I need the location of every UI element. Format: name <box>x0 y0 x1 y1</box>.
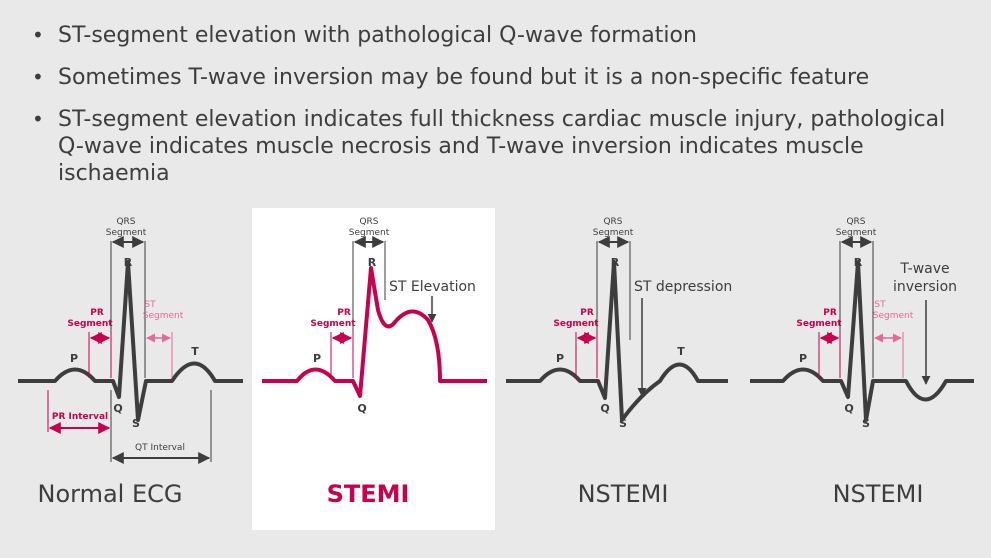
p-wave-label: P <box>70 352 78 365</box>
qt-interval-label: QT Interval <box>135 443 185 453</box>
pr-segment-label: Segment <box>310 319 356 329</box>
qrs-label: QRS <box>603 217 622 227</box>
st-elevation-annotation: ST Elevation <box>389 279 476 295</box>
s-wave-label: S <box>132 417 140 430</box>
st-segment-label: Segment <box>873 311 914 321</box>
bullet-list: ST-segment elevation with pathological Q… <box>30 22 970 202</box>
nstemi-title: NSTEMI <box>832 480 924 508</box>
q-wave-label: Q <box>600 402 609 415</box>
r-wave-label: R <box>124 256 133 269</box>
r-wave-label: R <box>611 256 620 269</box>
qrs-label: QRS <box>846 217 865 227</box>
bullet-item: ST-segment elevation with pathological Q… <box>30 22 970 49</box>
normal-ecg-panel: QRS Segment R P Q S T PR Segment ST Segm… <box>18 217 243 464</box>
nstemi-t-inversion-trace <box>750 260 974 422</box>
q-wave-label: Q <box>357 402 366 415</box>
t-wave-inversion-annotation: inversion <box>893 279 957 295</box>
bullet-item: Sometimes T-wave inversion may be found … <box>30 64 970 91</box>
nstemi-st-depression-panel: QRS Segment R P Q S T PR Segment ST depr… <box>506 217 732 430</box>
t-wave-label: T <box>677 345 685 358</box>
t-wave-label: T <box>191 345 199 358</box>
pr-interval-label: PR Interval <box>52 412 108 422</box>
qrs-label: Segment <box>836 228 877 238</box>
pr-segment-label: PR <box>337 308 351 318</box>
s-wave-label: S <box>619 417 627 430</box>
st-segment-label: ST <box>874 300 886 310</box>
qrs-label: Segment <box>593 228 634 238</box>
stemi-highlight-panel <box>252 208 495 530</box>
st-segment-label: Segment <box>143 311 184 321</box>
bullet-item: ST-segment elevation indicates full thic… <box>30 106 970 187</box>
pr-segment-label: PR <box>823 308 837 318</box>
pr-segment-label: Segment <box>67 319 113 329</box>
qrs-label: QRS <box>116 217 135 227</box>
normal-ecg-trace <box>18 260 243 422</box>
s-wave-label: S <box>862 417 870 430</box>
p-wave-label: P <box>556 352 564 365</box>
nstemi-title: NSTEMI <box>577 480 669 508</box>
q-wave-label: Q <box>844 402 853 415</box>
pr-segment-label: PR <box>580 308 594 318</box>
r-wave-label: R <box>368 256 377 269</box>
nstemi-t-wave-inversion-panel: QRS Segment R P Q S PR Segment ST Segmen… <box>750 217 974 430</box>
r-wave-label: R <box>854 256 863 269</box>
stemi-title: STEMI <box>326 480 410 508</box>
st-depression-annotation: ST depression <box>634 279 732 295</box>
qrs-label: Segment <box>349 228 390 238</box>
qrs-label: Segment <box>106 228 147 238</box>
stemi-ecg-trace <box>262 266 487 398</box>
pr-segment-label: Segment <box>796 319 842 329</box>
qrs-label: QRS <box>359 217 378 227</box>
nstemi-st-depression-trace <box>506 260 728 422</box>
p-wave-label: P <box>799 352 807 365</box>
q-wave-label: Q <box>113 402 122 415</box>
st-segment-label: ST <box>144 300 156 310</box>
pr-segment-label: Segment <box>553 319 599 329</box>
stemi-panel: QRS Segment R P Q PR Segment ST Elevatio… <box>262 217 487 415</box>
pr-segment-label: PR <box>90 308 104 318</box>
normal-ecg-title: Normal ECG <box>37 480 183 508</box>
t-wave-inversion-annotation: T-wave <box>899 261 949 277</box>
p-wave-label: P <box>313 352 321 365</box>
